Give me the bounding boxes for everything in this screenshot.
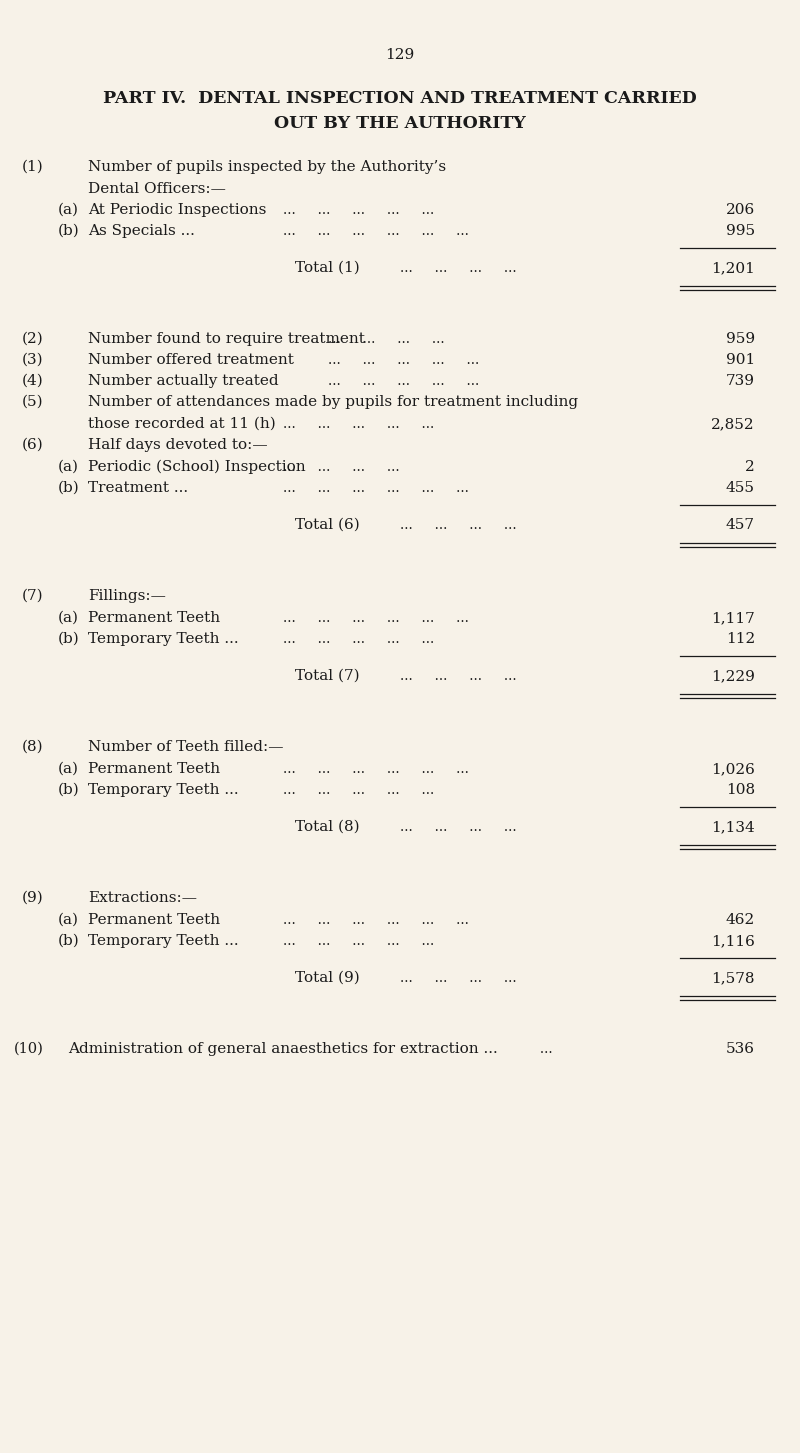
Text: 1,229: 1,229	[711, 668, 755, 683]
Text: (a): (a)	[58, 612, 79, 625]
Text: ...     ...     ...     ...     ...     ...: ... ... ... ... ... ...	[283, 481, 469, 495]
Text: (b): (b)	[58, 783, 80, 798]
Text: 206: 206	[726, 203, 755, 216]
Text: Number found to require treatment: Number found to require treatment	[88, 331, 365, 346]
Text: (a): (a)	[58, 203, 79, 216]
Text: ...     ...     ...     ...: ... ... ... ...	[400, 971, 517, 985]
Text: ...     ...     ...     ...     ...: ... ... ... ... ...	[283, 934, 434, 947]
Text: Number of attendances made by pupils for treatment including: Number of attendances made by pupils for…	[88, 395, 578, 408]
Text: (7): (7)	[22, 588, 44, 603]
Text: Number offered treatment: Number offered treatment	[88, 353, 294, 368]
Text: ...     ...     ...     ...     ...: ... ... ... ... ...	[283, 203, 434, 216]
Text: ...     ...     ...     ...     ...     ...: ... ... ... ... ... ...	[283, 761, 469, 776]
Text: Permanent Teeth: Permanent Teeth	[88, 761, 220, 776]
Text: 739: 739	[726, 373, 755, 388]
Text: Temporary Teeth ...: Temporary Teeth ...	[88, 934, 238, 947]
Text: 1,201: 1,201	[711, 262, 755, 275]
Text: Fillings:—: Fillings:—	[88, 588, 166, 603]
Text: (b): (b)	[58, 632, 80, 647]
Text: Administration of general anaesthetics for extraction ...: Administration of general anaesthetics f…	[68, 1042, 498, 1056]
Text: 1,026: 1,026	[711, 761, 755, 776]
Text: Periodic (School) Inspection: Periodic (School) Inspection	[88, 461, 306, 474]
Text: 112: 112	[726, 632, 755, 647]
Text: Dental Officers:—: Dental Officers:—	[88, 182, 226, 196]
Text: ...     ...     ...     ...: ... ... ... ...	[283, 461, 400, 474]
Text: ...     ...     ...     ...     ...: ... ... ... ... ...	[328, 373, 479, 388]
Text: 1,116: 1,116	[711, 934, 755, 947]
Text: Number actually treated: Number actually treated	[88, 373, 278, 388]
Text: 995: 995	[726, 224, 755, 238]
Text: (b): (b)	[58, 481, 80, 495]
Text: 536: 536	[726, 1042, 755, 1056]
Text: Temporary Teeth ...: Temporary Teeth ...	[88, 783, 238, 798]
Text: Number of Teeth filled:—: Number of Teeth filled:—	[88, 740, 283, 754]
Text: 1,578: 1,578	[711, 971, 755, 985]
Text: those recorded at 11 (h): those recorded at 11 (h)	[88, 417, 276, 432]
Text: ...     ...     ...     ...: ... ... ... ...	[400, 819, 517, 834]
Text: (a): (a)	[58, 461, 79, 474]
Text: Total (9): Total (9)	[295, 971, 360, 985]
Text: 959: 959	[726, 331, 755, 346]
Text: Total (8): Total (8)	[295, 819, 360, 834]
Text: 455: 455	[726, 481, 755, 495]
Text: Permanent Teeth: Permanent Teeth	[88, 612, 220, 625]
Text: (10): (10)	[14, 1042, 44, 1056]
Text: ...     ...     ...     ...: ... ... ... ...	[328, 331, 445, 346]
Text: 462: 462	[726, 912, 755, 927]
Text: (8): (8)	[22, 740, 44, 754]
Text: 2: 2	[746, 461, 755, 474]
Text: OUT BY THE AUTHORITY: OUT BY THE AUTHORITY	[274, 115, 526, 132]
Text: ...     ...     ...     ...     ...: ... ... ... ... ...	[283, 783, 434, 798]
Text: (2): (2)	[22, 331, 44, 346]
Text: ...     ...     ...     ...     ...: ... ... ... ... ...	[328, 353, 479, 368]
Text: (b): (b)	[58, 224, 80, 238]
Text: Total (7): Total (7)	[295, 668, 360, 683]
Text: Total (6): Total (6)	[295, 519, 360, 532]
Text: Permanent Teeth: Permanent Teeth	[88, 912, 220, 927]
Text: 901: 901	[726, 353, 755, 368]
Text: ...     ...     ...     ...: ... ... ... ...	[400, 262, 517, 275]
Text: (a): (a)	[58, 761, 79, 776]
Text: (3): (3)	[22, 353, 44, 368]
Text: 2,852: 2,852	[711, 417, 755, 432]
Text: Treatment ...: Treatment ...	[88, 481, 188, 495]
Text: Number of pupils inspected by the Authority’s: Number of pupils inspected by the Author…	[88, 160, 446, 174]
Text: ...     ...     ...     ...     ...: ... ... ... ... ...	[283, 632, 434, 647]
Text: Half days devoted to:—: Half days devoted to:—	[88, 437, 268, 452]
Text: (4): (4)	[22, 373, 44, 388]
Text: ...     ...     ...     ...     ...: ... ... ... ... ...	[283, 417, 434, 432]
Text: ...: ...	[518, 1042, 553, 1056]
Text: 457: 457	[726, 519, 755, 532]
Text: (9): (9)	[22, 891, 44, 905]
Text: (a): (a)	[58, 912, 79, 927]
Text: PART IV.  DENTAL INSPECTION AND TREATMENT CARRIED: PART IV. DENTAL INSPECTION AND TREATMENT…	[103, 90, 697, 108]
Text: ...     ...     ...     ...     ...     ...: ... ... ... ... ... ...	[283, 224, 469, 238]
Text: Temporary Teeth ...: Temporary Teeth ...	[88, 632, 238, 647]
Text: 1,117: 1,117	[711, 612, 755, 625]
Text: ...     ...     ...     ...     ...     ...: ... ... ... ... ... ...	[283, 612, 469, 625]
Text: Total (1): Total (1)	[295, 262, 360, 275]
Text: 129: 129	[386, 48, 414, 62]
Text: 1,134: 1,134	[711, 819, 755, 834]
Text: Extractions:—: Extractions:—	[88, 891, 197, 905]
Text: ...     ...     ...     ...     ...     ...: ... ... ... ... ... ...	[283, 912, 469, 927]
Text: At Periodic Inspections: At Periodic Inspections	[88, 203, 266, 216]
Text: ...     ...     ...     ...: ... ... ... ...	[400, 668, 517, 683]
Text: As Specials ...: As Specials ...	[88, 224, 195, 238]
Text: (1): (1)	[22, 160, 44, 174]
Text: (5): (5)	[22, 395, 44, 408]
Text: ...     ...     ...     ...: ... ... ... ...	[400, 519, 517, 532]
Text: (6): (6)	[22, 437, 44, 452]
Text: 108: 108	[726, 783, 755, 798]
Text: (b): (b)	[58, 934, 80, 947]
